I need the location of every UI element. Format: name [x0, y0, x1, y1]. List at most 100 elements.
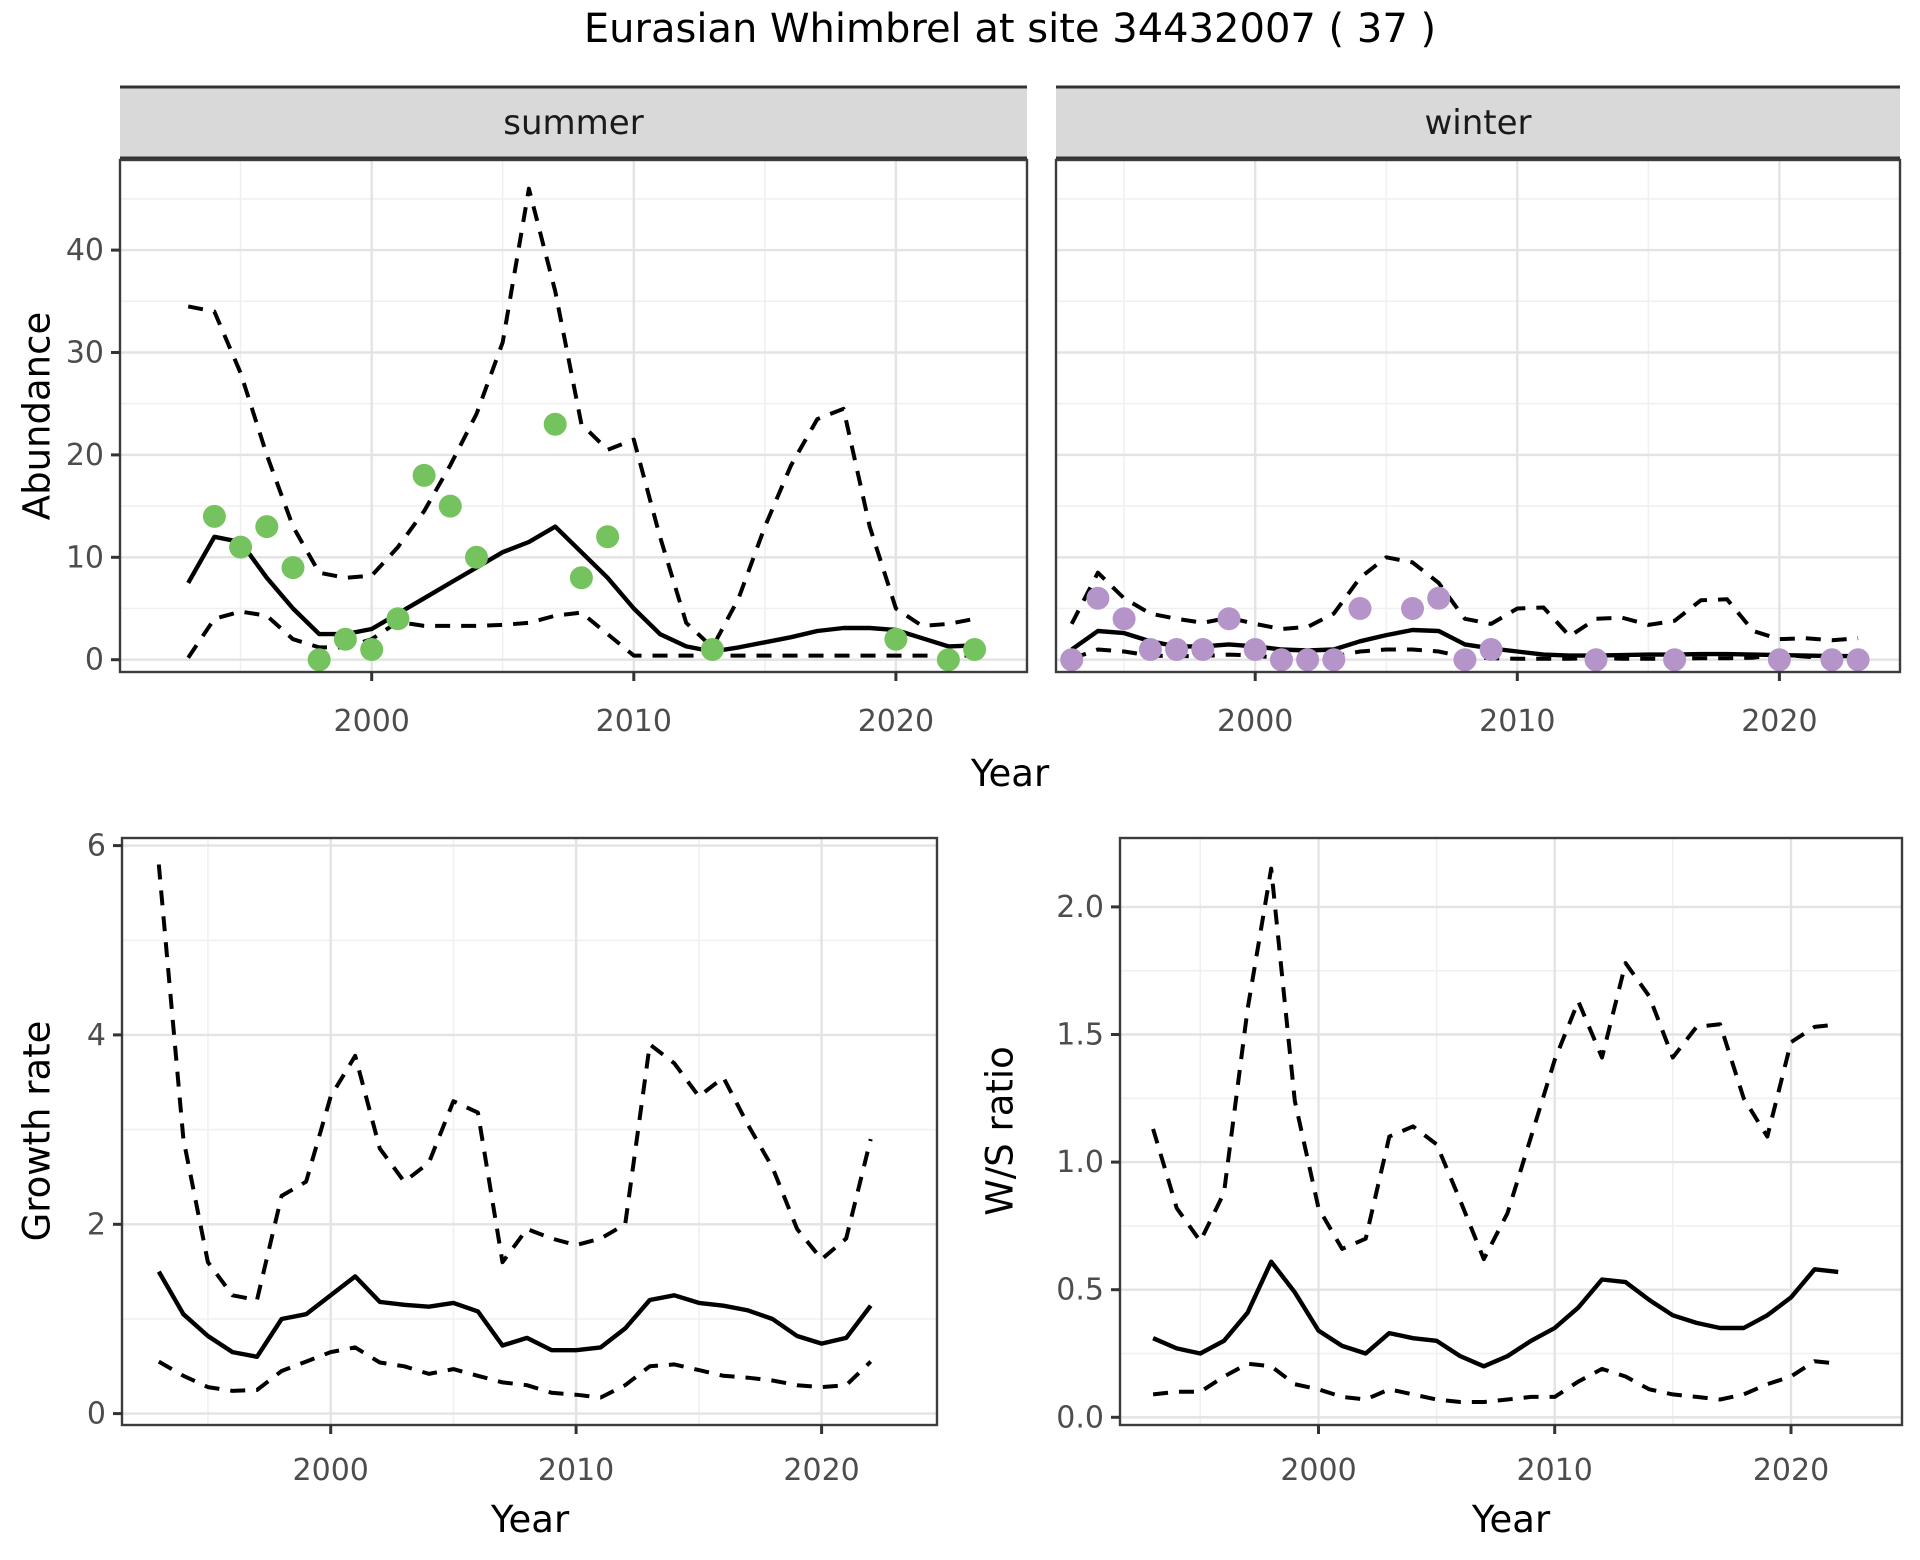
- grid-minor: [1056, 160, 1900, 672]
- data-point: [1269, 648, 1293, 672]
- data-point: [1086, 586, 1110, 610]
- panel-summer: summer 2000 2010 2020 0 10 20 30 40: [66, 85, 1029, 739]
- data-point: [1217, 607, 1241, 631]
- data-point: [596, 525, 620, 549]
- data-point: [202, 504, 226, 528]
- growth-ci-lower-line: [157, 1345, 873, 1400]
- grid-minor: [1120, 838, 1902, 1425]
- y-tick-label: 30: [66, 336, 104, 371]
- summer-ci-lower-line: [186, 609, 975, 659]
- data-point: [281, 556, 305, 580]
- data-point: [1767, 648, 1791, 672]
- panel-winter: winter 2000 2010 2020: [1054, 85, 1902, 739]
- growth-rate-axis-label: Growth rate: [15, 1020, 59, 1242]
- data-point: [307, 648, 331, 672]
- data-point: [360, 638, 384, 661]
- ws-ratio-axis-label: W/S ratio: [978, 1046, 1022, 1216]
- winter-observations: [1060, 586, 1870, 672]
- data-point: [1401, 597, 1424, 620]
- y-tick-label: 2: [87, 1207, 106, 1242]
- x-tick-label: 2000: [293, 1453, 369, 1488]
- y-tick-label: 0: [85, 643, 104, 678]
- growth-ci-upper-line: [156, 864, 873, 1302]
- data-point: [465, 545, 488, 569]
- data-point: [1060, 648, 1084, 672]
- facet-strip-label: winter: [1424, 103, 1531, 143]
- data-point: [412, 463, 436, 487]
- data-point: [229, 535, 253, 559]
- facet-strip-label: summer: [503, 103, 643, 143]
- facet-strip-winter: winter: [1056, 85, 1900, 160]
- y-axis-ticks: 0 10 20 30 40: [66, 233, 120, 678]
- grid-minor: [120, 160, 1027, 672]
- ws-ci-upper-line: [1151, 866, 1839, 1262]
- grid-major: [120, 160, 1027, 672]
- data-point: [1322, 648, 1346, 672]
- year-axis-label-top: Year: [970, 752, 1050, 795]
- panel-ws: 2000 2010 2020 0.0 0.5 1.0 1.5 2.0: [1056, 836, 1904, 1488]
- panel-background: [122, 838, 937, 1425]
- data-point: [1348, 597, 1372, 620]
- panel-border: [1054, 158, 1902, 674]
- y-tick-label: 10: [66, 540, 104, 575]
- grid-major: [1056, 160, 1900, 672]
- x-axis-ticks: 2000 2010 2020: [334, 672, 934, 739]
- data-point: [1296, 648, 1320, 672]
- summer-mean-line: [186, 524, 975, 654]
- panel-growth: 2000 2010 2020 0 2 4 6: [87, 829, 939, 1488]
- data-point: [1243, 638, 1267, 661]
- data-point: [333, 627, 357, 651]
- x-tick-label: 2000: [334, 704, 410, 739]
- data-point: [1584, 648, 1608, 672]
- x-tick-label: 2010: [1479, 704, 1555, 739]
- y-axis-ticks: 0.0 0.5 1.0 1.5 2.0: [1056, 890, 1120, 1435]
- abundance-axis-label: Abundance: [15, 311, 59, 521]
- y-tick-label: 6: [87, 829, 106, 864]
- panel-border: [1118, 836, 1904, 1427]
- summer-ci-upper-line: [187, 186, 975, 650]
- x-axis-ticks: 2000 2010 2020: [293, 1425, 860, 1488]
- y-tick-label: 4: [87, 1018, 106, 1053]
- panel-border: [120, 836, 939, 1427]
- y-tick-label: 0: [87, 1397, 106, 1432]
- data-point: [1820, 648, 1844, 672]
- y-tick-label: 0.5: [1056, 1273, 1104, 1308]
- page-title: Eurasian Whimbrel at site 34432007 ( 37 …: [583, 6, 1437, 52]
- ws-mean-line: [1152, 1259, 1839, 1369]
- ws-ci-lower-line: [1152, 1359, 1839, 1404]
- data-point: [1191, 638, 1215, 661]
- data-point: [1479, 638, 1503, 661]
- x-axis-ticks: 2000 2010 2020: [1280, 1425, 1829, 1488]
- x-tick-label: 2000: [1280, 1453, 1356, 1488]
- grid-major: [122, 838, 937, 1425]
- data-point: [1165, 638, 1189, 661]
- data-point: [569, 566, 593, 590]
- x-tick-label: 2020: [1741, 704, 1817, 739]
- data-point: [543, 412, 567, 436]
- data-point: [884, 627, 908, 651]
- data-point: [1453, 648, 1477, 672]
- panel-background: [120, 160, 1027, 672]
- y-tick-label: 40: [66, 233, 104, 268]
- x-tick-label: 2000: [1217, 704, 1293, 739]
- x-axis-ticks: 2000 2010 2020: [1217, 672, 1818, 739]
- data-point: [1138, 638, 1162, 661]
- panel-background: [1056, 160, 1900, 672]
- data-point: [255, 515, 279, 539]
- y-axis-ticks: 0 2 4 6: [87, 829, 122, 1432]
- x-tick-label: 2010: [538, 1453, 614, 1488]
- x-tick-label: 2020: [783, 1453, 859, 1488]
- y-tick-label: 1.5: [1056, 1018, 1104, 1053]
- data-point: [963, 638, 987, 661]
- x-tick-label: 2010: [596, 704, 672, 739]
- panel-border: [118, 158, 1029, 674]
- x-tick-label: 2020: [1753, 1453, 1829, 1488]
- data-point: [1427, 586, 1451, 610]
- y-tick-label: 2.0: [1056, 890, 1104, 925]
- x-tick-label: 2020: [858, 704, 934, 739]
- x-tick-label: 2010: [1517, 1453, 1593, 1488]
- summer-observations: [202, 412, 987, 672]
- winter-ci-upper-line: [1069, 555, 1859, 643]
